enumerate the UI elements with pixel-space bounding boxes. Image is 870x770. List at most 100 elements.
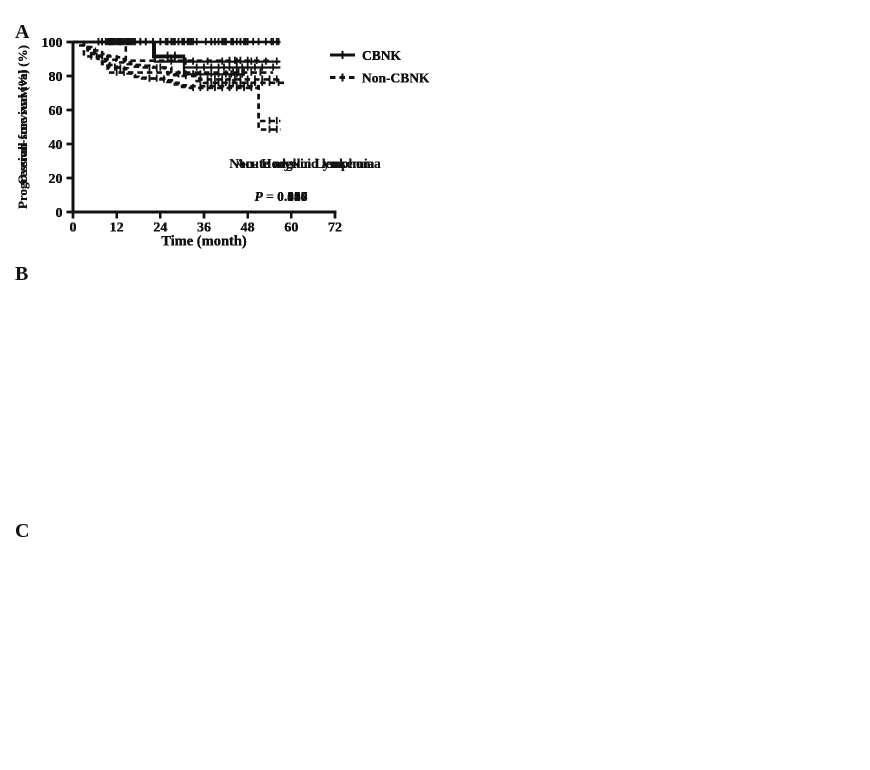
x-tick-label: 48 <box>241 221 255 236</box>
x-tick-label: 0 <box>70 221 77 236</box>
y-tick-label: 80 <box>49 70 63 85</box>
y-axis-title: Overall survival (%) <box>15 70 30 185</box>
y-tick-label: 0 <box>56 206 63 221</box>
legend-label: CBNK <box>362 48 402 63</box>
legend-label: CBNK <box>362 48 402 63</box>
x-axis-title: Time (month) <box>161 234 247 250</box>
x-tick-label: 60 <box>284 221 298 236</box>
y-tick-label: 80 <box>49 70 63 85</box>
x-tick-label: 0 <box>70 221 77 236</box>
legend-label: CBNK <box>362 48 402 63</box>
x-tick-label: 36 <box>197 221 211 236</box>
x-tick-label: 36 <box>197 221 211 236</box>
legend-label: Non-CBNK <box>362 70 430 85</box>
x-tick-label: 72 <box>328 221 342 236</box>
y-axis-title: Overall survival (%) <box>15 70 30 185</box>
y-tick-label: 40 <box>49 138 63 153</box>
x-tick-label: 36 <box>197 221 211 236</box>
subgroup-annotation: Acute myeloid leukemia <box>236 156 375 171</box>
y-tick-label: 80 <box>49 70 63 85</box>
x-tick-label: 24 <box>153 221 167 236</box>
y-axis-title: Overall survival (%) <box>15 70 30 185</box>
legend-label: CBNK <box>362 48 402 63</box>
y-axis-title: Progression-free survival (%) <box>15 45 30 209</box>
y-tick-label: 0 <box>56 206 63 221</box>
x-tick-label: 12 <box>110 221 124 236</box>
legend-label: Non-CBNK <box>362 70 430 85</box>
y-tick-label: 20 <box>49 172 63 187</box>
x-axis-title: Time (month) <box>161 234 247 250</box>
x-tick-label: 24 <box>153 221 167 236</box>
chart-os-nhl: 0 20 40 60 80 100 0 12 24 36 48 60 72 Time (month) Ove… <box>0 0 435 256</box>
y-tick-label: 20 <box>49 172 63 187</box>
x-tick-label: 48 <box>241 221 255 236</box>
y-tick-label: 60 <box>49 104 63 119</box>
legend-label: Non-CBNK <box>362 70 430 85</box>
x-tick-label: 0 <box>70 221 77 236</box>
x-tick-label: 0 <box>70 221 77 236</box>
p-value-label: P = 0.046 <box>254 189 307 204</box>
survival-curve-non-cbnk <box>73 40 281 131</box>
panel-label-c: C <box>15 520 30 542</box>
legend-label: Non-CBNK <box>362 70 430 85</box>
y-tick-label: 40 <box>49 138 63 153</box>
y-tick-label: 0 <box>56 206 63 221</box>
y-tick-label: 60 <box>49 104 63 119</box>
y-tick-label: 20 <box>49 172 63 187</box>
y-axis-title: Progression-free survival (%) <box>15 45 30 209</box>
legend-label: Non-CBNK <box>362 70 430 85</box>
x-axis-title: Time (month) <box>161 234 247 250</box>
x-tick-label: 36 <box>197 221 211 236</box>
subgroup-annotation: Non- Hodgkin Lymphoma <box>229 156 381 171</box>
x-tick-label: 12 <box>110 221 124 236</box>
x-tick-label: 36 <box>197 221 211 236</box>
y-tick-label: 0 <box>56 206 63 221</box>
y-tick-label: 100 <box>42 36 63 51</box>
x-tick-label: 48 <box>241 221 255 236</box>
x-tick-label: 24 <box>153 221 167 236</box>
x-tick-label: 60 <box>284 221 298 236</box>
y-tick-label: 40 <box>49 138 63 153</box>
x-tick-label: 72 <box>328 221 342 236</box>
y-tick-label: 60 <box>49 104 63 119</box>
x-tick-label: 24 <box>153 221 167 236</box>
x-tick-label: 12 <box>110 221 124 236</box>
y-tick-label: 100 <box>42 36 63 51</box>
y-tick-label: 100 <box>42 36 63 51</box>
y-tick-label: 80 <box>49 70 63 85</box>
km-chart-svg: 0 20 40 60 80 100 0 12 24 36 48 60 72 Time (month) Pro… <box>15 36 430 250</box>
legend-label: CBNK <box>362 48 402 63</box>
x-tick-label: 72 <box>328 221 342 236</box>
x-tick-label: 12 <box>110 221 124 236</box>
x-tick-label: 60 <box>284 221 298 236</box>
x-tick-label: 24 <box>153 221 167 236</box>
x-tick-label: 36 <box>197 221 211 236</box>
x-tick-label: 48 <box>241 221 255 236</box>
legend-label: Non-CBNK <box>362 70 430 85</box>
y-tick-label: 60 <box>49 104 63 119</box>
p-value-label: P = 0.154 <box>254 189 307 204</box>
x-tick-label: 72 <box>328 221 342 236</box>
km-chart-svg: 0 20 40 60 80 100 0 12 24 36 48 60 72 Time (month) Ove… <box>15 36 430 250</box>
x-tick-label: 24 <box>153 221 167 236</box>
legend-entry: CBNK <box>330 48 402 63</box>
y-tick-label: 100 <box>42 36 63 51</box>
y-tick-label: 20 <box>49 172 63 187</box>
y-tick-label: 40 <box>49 138 63 153</box>
y-tick-label: 100 <box>42 36 63 51</box>
x-tick-label: 60 <box>284 221 298 236</box>
x-tick-label: 48 <box>241 221 255 236</box>
x-tick-label: 12 <box>110 221 124 236</box>
x-tick-label: 0 <box>70 221 77 236</box>
subgroup-annotation: Acute myeloid leukemia <box>236 156 375 171</box>
y-tick-label: 40 <box>49 138 63 153</box>
chart-pfs-nhl: 0 20 40 60 80 100 0 12 24 36 48 60 72 Time (month) Pro… <box>0 0 435 256</box>
legend-entry: Non-CBNK <box>330 70 430 85</box>
x-tick-label: 72 <box>328 221 342 236</box>
y-tick-label: 60 <box>49 104 63 119</box>
x-axis-title: Time (month) <box>161 234 247 250</box>
y-tick-label: 80 <box>49 70 63 85</box>
subgroup-annotation: Non- Hodgkin Lymphoma <box>229 156 381 171</box>
y-tick-label: 0 <box>56 206 63 221</box>
